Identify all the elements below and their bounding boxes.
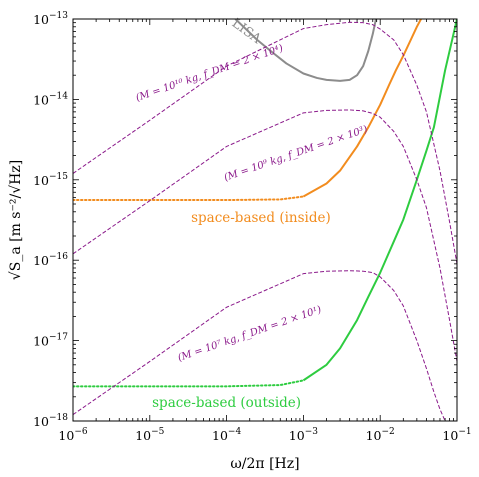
y-tick-label-5: 10−13 — [33, 11, 68, 27]
y-tick-label-4: 10−14 — [33, 91, 68, 107]
annotation-m7: (M = 10⁷ kg, f_DM = 2 × 10¹) — [177, 304, 323, 364]
y-axis-label: √S_a [m s⁻²/√Hz] — [8, 160, 24, 280]
series-0-line — [234, 19, 377, 82]
curves-layer — [73, 19, 457, 421]
series-2-segment-0-line — [73, 379, 305, 388]
series-5-line — [73, 270, 446, 421]
series-3-line — [73, 21, 457, 264]
plot-frame — [72, 18, 458, 422]
x-axis-label: ω/2π [Hz] — [230, 456, 299, 472]
x-tick-label-5: 10−1 — [442, 427, 471, 443]
x-tick-label-3: 10−3 — [289, 427, 318, 443]
annotations-layer: LISA(M = 10¹⁰ kg, f_DM = 2 × 10⁴) (M = 10… — [134, 16, 369, 411]
x-tick-label-1: 10−5 — [135, 427, 164, 443]
y-tick-label-2: 10−16 — [33, 252, 68, 268]
annotation-outside: space-based (outside) — [152, 395, 301, 411]
ticks-layer: 10−6 10−5 10−4 10−3 10−2 10−1 10−18 10−17 10−16 1… — [33, 11, 472, 443]
series-1-segment-1-line — [302, 19, 422, 198]
y-tick-label-0: 10−18 — [33, 413, 68, 429]
annotation-m9: (M = 10⁹ kg, f_DM = 2 × 10³) — [223, 124, 369, 184]
annotation-m10: (M = 10¹⁰ kg, f_DM = 2 × 10⁴) — [134, 43, 284, 104]
series-1-segment-0-line — [73, 195, 305, 202]
x-tick-label-0: 10−6 — [58, 427, 87, 443]
series-4-line — [73, 109, 457, 362]
series-2-segment-1-line — [302, 19, 457, 382]
x-tick-label-4: 10−2 — [366, 427, 395, 443]
y-tick-label-3: 10−15 — [33, 172, 68, 188]
annotation-inside: space-based (inside) — [191, 210, 331, 226]
y-tick-label-1: 10−17 — [33, 333, 68, 349]
axis-labels-layer: ω/2π [Hz] √S_a [m s⁻²/√Hz] — [8, 160, 300, 472]
x-tick-label-2: 10−4 — [212, 427, 241, 443]
annotation-lisa: LISA — [229, 16, 264, 47]
